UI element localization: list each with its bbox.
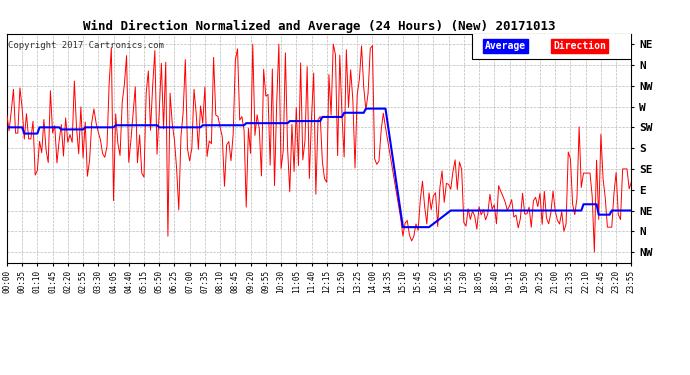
Text: Average: Average <box>484 40 526 51</box>
Text: Average: Average <box>488 40 529 51</box>
Title: Wind Direction Normalized and Average (24 Hours) (New) 20171013: Wind Direction Normalized and Average (2… <box>83 20 555 33</box>
FancyBboxPatch shape <box>472 32 635 59</box>
Text: Copyright 2017 Cartronics.com: Copyright 2017 Cartronics.com <box>8 40 164 50</box>
Text: Direction: Direction <box>553 40 607 51</box>
Text: Direction: Direction <box>556 40 609 51</box>
